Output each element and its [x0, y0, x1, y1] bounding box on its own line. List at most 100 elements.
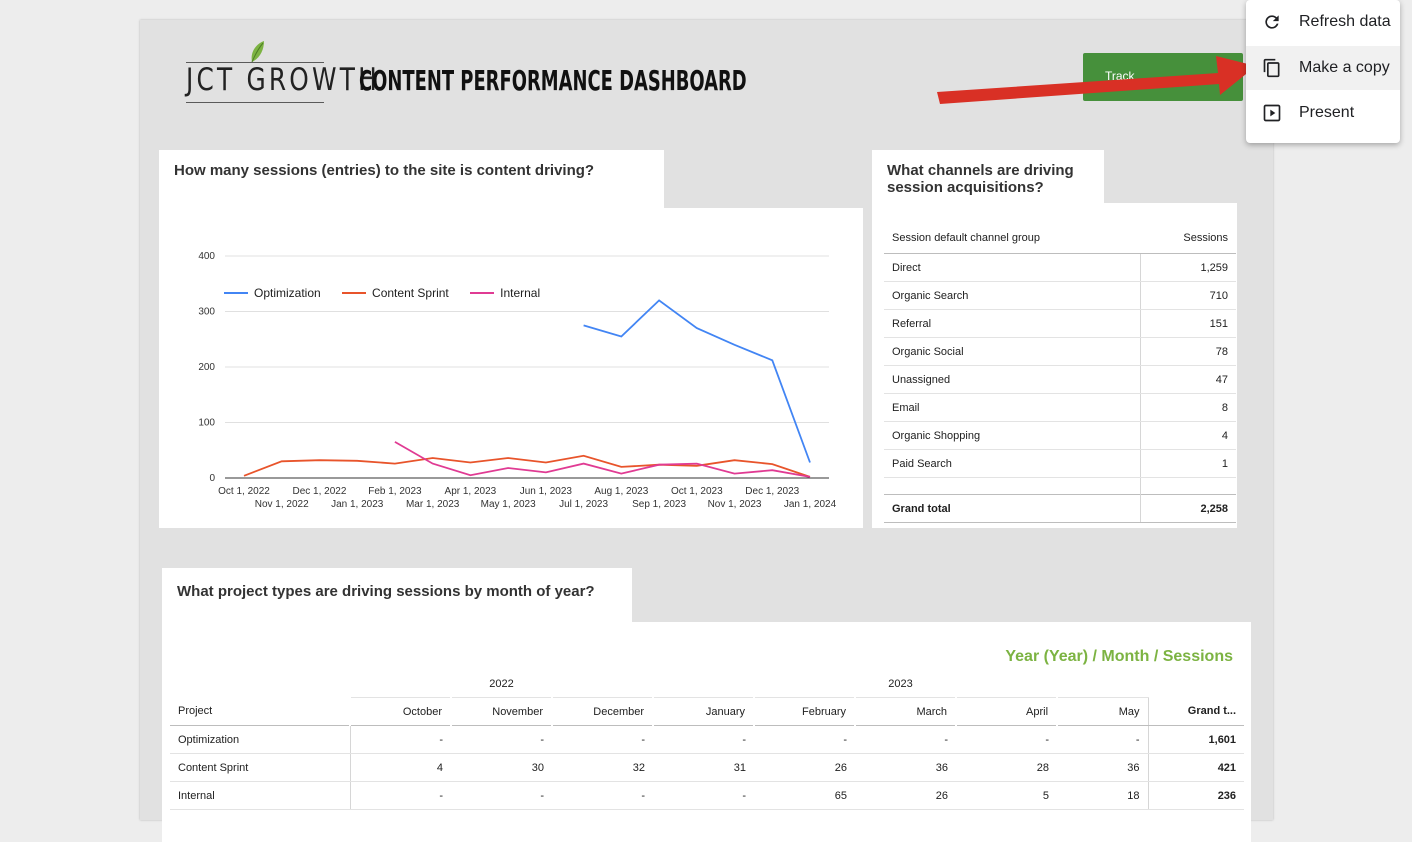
sessions-header[interactable]: Sessions [1140, 223, 1236, 254]
channel-sessions: 1 [1140, 449, 1236, 478]
x-tick-label: Oct 1, 2023 [671, 486, 723, 497]
channels-card: Session default channel group Sessions D… [872, 203, 1237, 528]
x-tick-label: Dec 1, 2022 [292, 486, 346, 497]
menu-item-label: Refresh data [1299, 13, 1391, 30]
channel-name: Unassigned [884, 365, 1141, 394]
copy-icon [1263, 58, 1280, 78]
pivot-card: Year (Year) / Month / Sessions 2022 2023… [162, 622, 1251, 842]
channel-name: Referral [884, 309, 1141, 338]
channel-row[interactable]: Unassigned 47 [884, 365, 1236, 394]
month-header[interactable]: November [450, 697, 552, 726]
pivot-month-header-row: Project October November December January Feb… [170, 697, 1245, 726]
logo-bottom-rule [186, 102, 324, 103]
month-header[interactable]: February [753, 697, 856, 726]
channel-spacer-row [884, 477, 1236, 495]
channel-name: Organic Shopping [884, 421, 1141, 450]
x-tick-label: Aug 1, 2023 [594, 486, 648, 497]
pivot-cell: 36 [855, 753, 957, 782]
month-header[interactable]: January [652, 697, 755, 726]
month-header[interactable]: December [550, 697, 654, 726]
pivot-row-total: 1,601 [1147, 725, 1245, 754]
menu-item-present[interactable]: Present [1246, 91, 1400, 135]
month-header[interactable]: October [349, 697, 451, 726]
grand-total-label: Grand total [884, 494, 1141, 523]
channel-row[interactable]: Organic Social 78 [884, 337, 1236, 366]
chart-legend: Optimization Content Sprint Internal [224, 283, 558, 300]
project-name: Internal [170, 781, 351, 810]
refresh-icon [1265, 15, 1279, 29]
channel-sessions: 78 [1140, 337, 1236, 366]
dashboard-title: CONTENT PERFORMANCE DASHBOARD [359, 64, 747, 97]
month-header[interactable]: May [1056, 697, 1149, 726]
legend-label: Internal [500, 286, 541, 300]
channel-sessions: 710 [1140, 281, 1236, 310]
x-tick-label: Jan 1, 2024 [784, 499, 837, 510]
channel-row[interactable]: Organic Shopping 4 [884, 421, 1236, 450]
x-tick-label: May 1, 2023 [481, 499, 536, 510]
pivot-row[interactable]: Content Sprint 4 30 32 31 26 36 28 36 421 [170, 753, 1245, 782]
channels-title: What channels are driving session acquis… [872, 150, 1104, 208]
channel-row[interactable]: Paid Search 1 [884, 449, 1236, 478]
pivot-cell: 28 [956, 753, 1058, 782]
pivot-cell: - [552, 725, 654, 754]
project-header[interactable]: Project [170, 697, 351, 726]
series-line-internal [394, 441, 811, 478]
legend-item-internal[interactable]: Internal [470, 286, 540, 300]
menu-item-label: Make a copy [1299, 59, 1390, 76]
year-2023-header: 2023 [653, 670, 1149, 698]
pivot-cell: 65 [754, 781, 856, 810]
menu-item-label: Present [1299, 104, 1355, 121]
channel-sessions: 1,259 [1140, 253, 1236, 282]
legend-item-optimization[interactable]: Optimization [224, 286, 321, 300]
channel-group-header[interactable]: Session default channel group [884, 223, 1141, 254]
channel-name: Organic Search [884, 281, 1141, 310]
x-tick-label: Feb 1, 2023 [368, 486, 422, 497]
channel-row[interactable]: Referral 151 [884, 309, 1236, 338]
month-header[interactable]: March [854, 697, 957, 726]
menu-item-make-a-copy[interactable]: Make a copy [1246, 46, 1400, 90]
pivot-cell: 32 [552, 753, 654, 782]
pivot-cell: 30 [451, 753, 552, 782]
sessions-chart-title: How many sessions (entries) to the site … [159, 150, 664, 208]
x-tick-label: Apr 1, 2023 [445, 486, 497, 497]
channel-name: Organic Social [884, 337, 1141, 366]
pivot-row[interactable]: Internal - - - -65 26 5 18 236 [170, 781, 1245, 810]
series-line-optimization [583, 299, 811, 463]
channel-row[interactable]: Organic Search 710 [884, 281, 1236, 310]
pivot-cell: 26 [855, 781, 957, 810]
pivot-cell: 4 [350, 753, 451, 782]
x-tick-label: Mar 1, 2023 [406, 499, 460, 510]
month-header[interactable]: April [955, 697, 1058, 726]
legend-swatch [342, 292, 367, 294]
sessions-line-chart: 0 100 200 300 400 Oct 1, 2022 Nov 1, 2022 Dec 1… [198, 251, 837, 510]
x-tick-label: Oct 1, 2022 [218, 486, 270, 497]
legend-label: Content Sprint [372, 286, 449, 300]
pivot-cell: 5 [956, 781, 1058, 810]
series-line-content-sprint [243, 454, 811, 478]
pivot-cell: 26 [754, 753, 856, 782]
channel-row[interactable]: Email 8 [884, 393, 1236, 422]
channel-total-row: Grand total 2,258 [884, 494, 1236, 523]
channel-row[interactable]: Direct 1,259 [884, 253, 1236, 282]
sessions-chart-card: Optimization Content Sprint Internal 0 10… [159, 208, 863, 528]
present-icon [1263, 104, 1281, 122]
pivot-cell: - [956, 725, 1058, 754]
pivot-table: 2022 2023 Project October November December… [170, 670, 1245, 810]
y-tick-label: 100 [198, 418, 215, 429]
pivot-cell: - [855, 725, 957, 754]
legend-swatch [470, 292, 495, 294]
menu-item-refresh-data[interactable]: Refresh data [1246, 0, 1400, 44]
pivot-header: Year (Year) / Month / Sessions [1005, 648, 1233, 665]
track-button[interactable]: Track... [1083, 53, 1243, 101]
channel-sessions: 47 [1140, 365, 1236, 394]
x-tick-label: Nov 1, 2023 [708, 499, 762, 510]
jct-growth-logo: JCT GROWTH [184, 40, 377, 106]
pivot-row[interactable]: Optimization - - - - - - - -1,601 [170, 725, 1245, 754]
pivot-cell: 36 [1057, 753, 1149, 782]
pivot-year-row: 2022 2023 [170, 670, 1244, 698]
grand-total-header[interactable]: Grand t... [1147, 697, 1245, 726]
project-name: Optimization [170, 725, 351, 754]
legend-item-content-sprint[interactable]: Content Sprint [342, 286, 449, 300]
pivot-cell: - [754, 725, 856, 754]
leaf-icon [251, 41, 264, 63]
